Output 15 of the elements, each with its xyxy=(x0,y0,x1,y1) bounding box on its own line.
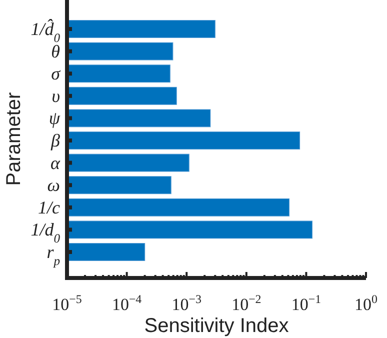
x-tick-label: 10$^{−2}$ xyxy=(232,292,262,314)
y-tick-label: β xyxy=(50,130,60,150)
y-tick-label: ω xyxy=(47,175,60,196)
y-tick-label: ψ xyxy=(48,108,61,128)
y-tick-label: 1/c xyxy=(38,197,60,218)
y-tick-label: υ xyxy=(52,86,60,106)
x-axis-title: Sensitivity Index xyxy=(144,315,289,337)
x-tick-label: 10$^{−5}$ xyxy=(52,292,82,314)
x-tick-label: 10$^{−3}$ xyxy=(172,292,202,314)
x-tick-label: 10$^{0}$ xyxy=(354,292,378,314)
x-tick-label: 10$^{−1}$ xyxy=(291,292,322,314)
y-axis-title: Parameter xyxy=(3,92,25,186)
y-tick-label: σ xyxy=(51,64,62,84)
y-tick-label: α xyxy=(50,152,61,173)
x-tick-label: 10$^{−4}$ xyxy=(112,292,142,314)
